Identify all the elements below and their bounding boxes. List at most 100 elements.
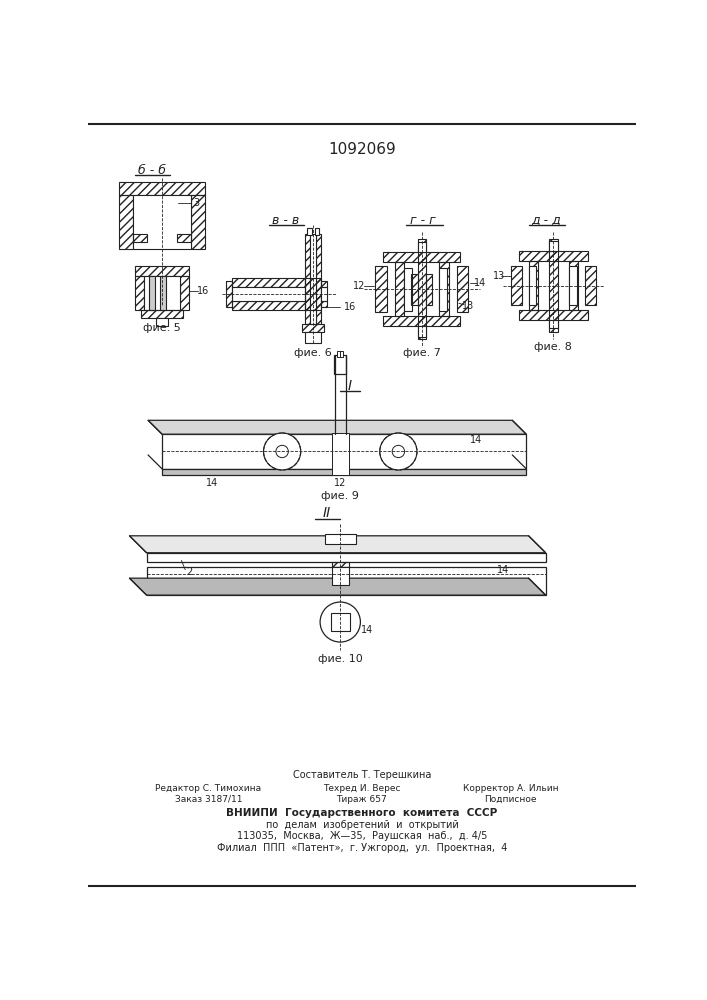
Text: фие. 5: фие. 5 (143, 323, 181, 333)
Bar (180, 276, 189, 310)
Bar (135, 266, 189, 276)
Text: I: I (347, 379, 351, 393)
Bar (383, 252, 460, 262)
Text: 14: 14 (474, 278, 486, 288)
Bar (549, 239, 558, 332)
Bar (119, 195, 134, 249)
Bar (457, 266, 468, 312)
Bar (144, 276, 180, 310)
Polygon shape (148, 420, 526, 434)
Bar (440, 268, 448, 311)
Bar (332, 562, 349, 567)
Circle shape (380, 433, 417, 470)
Bar (340, 351, 344, 357)
Text: фие. 10: фие. 10 (318, 654, 363, 664)
Polygon shape (162, 469, 526, 475)
Bar (426, 274, 433, 305)
Bar (332, 562, 349, 567)
Text: фие. 9: фие. 9 (321, 491, 359, 501)
Text: Техред И. Верес: Техред И. Верес (323, 784, 401, 793)
Bar (134, 195, 191, 249)
Circle shape (320, 602, 361, 642)
Bar (321, 287, 327, 301)
Bar (510, 266, 522, 305)
Bar (305, 332, 321, 343)
Circle shape (276, 445, 288, 458)
Bar (135, 276, 144, 310)
Circle shape (333, 615, 347, 629)
Text: Подписное: Подписное (484, 795, 537, 804)
Bar (569, 266, 577, 305)
Bar (232, 278, 305, 287)
Bar (334, 355, 346, 374)
Bar (332, 567, 349, 585)
Text: 13: 13 (462, 301, 474, 311)
Bar (177, 234, 191, 242)
Polygon shape (146, 553, 546, 562)
Bar (332, 433, 349, 475)
Bar (305, 278, 321, 310)
Bar (418, 242, 426, 252)
Bar (232, 301, 305, 310)
Bar (119, 182, 204, 195)
Bar (232, 287, 305, 301)
Bar (395, 262, 404, 316)
Bar (529, 261, 538, 310)
Bar (134, 234, 147, 242)
Text: 16: 16 (197, 286, 209, 296)
Bar (321, 281, 327, 287)
Bar (585, 266, 596, 305)
Bar (337, 351, 340, 357)
Text: 12: 12 (354, 281, 366, 291)
Text: д - д: д - д (531, 214, 561, 227)
Bar (383, 316, 460, 326)
Bar (383, 316, 460, 326)
Bar (426, 274, 433, 305)
Bar (141, 310, 183, 318)
Text: 3: 3 (194, 198, 200, 208)
Bar (325, 534, 356, 544)
Polygon shape (146, 567, 546, 595)
Bar (418, 239, 426, 339)
Text: 14: 14 (469, 435, 482, 445)
Bar (518, 251, 588, 261)
Bar (305, 234, 310, 324)
Bar (549, 239, 558, 332)
Bar (135, 276, 144, 310)
Bar (232, 278, 305, 287)
Bar (457, 266, 468, 312)
Bar (119, 182, 204, 195)
Bar (549, 241, 558, 251)
Bar (418, 239, 426, 339)
Bar (307, 228, 312, 235)
Text: г - г: г - г (410, 214, 436, 227)
Bar (310, 234, 316, 324)
Text: фие. 7: фие. 7 (403, 348, 440, 358)
Bar (303, 324, 324, 332)
Bar (141, 310, 183, 318)
Text: Заказ 3187/11: Заказ 3187/11 (175, 795, 243, 804)
Bar (549, 320, 558, 328)
Bar (510, 266, 522, 305)
Text: 14: 14 (361, 625, 373, 635)
Bar (395, 262, 404, 316)
Bar (315, 228, 320, 235)
Text: 1092069: 1092069 (328, 142, 396, 157)
Bar (375, 266, 387, 312)
Text: 113035,  Москва,  Ж—35,  Раушская  наб.,  д. 4/5: 113035, Москва, Ж—35, Раушская наб., д. … (237, 831, 487, 841)
Bar (321, 301, 327, 307)
Bar (316, 234, 321, 324)
Bar (156, 318, 168, 326)
Text: II: II (322, 506, 330, 520)
Bar (383, 252, 460, 262)
Bar (134, 234, 147, 242)
Text: 12: 12 (334, 478, 346, 488)
Bar (404, 268, 411, 311)
Bar (331, 613, 349, 631)
Polygon shape (129, 578, 546, 595)
Text: 16: 16 (344, 302, 356, 312)
Text: 13: 13 (493, 271, 506, 281)
Bar (191, 195, 204, 249)
Bar (585, 266, 596, 305)
Bar (411, 274, 418, 305)
